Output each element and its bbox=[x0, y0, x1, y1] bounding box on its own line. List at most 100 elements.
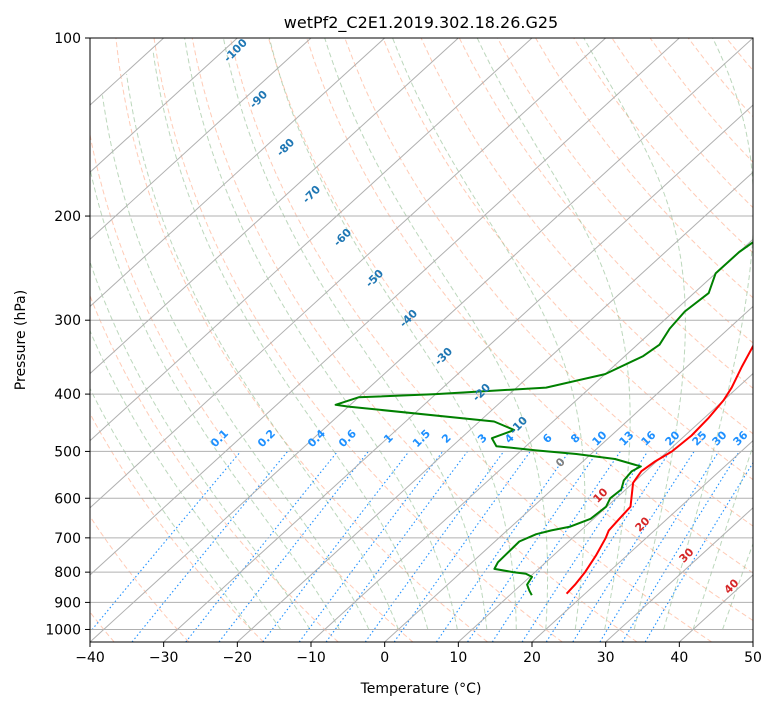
isotherm-line bbox=[163, 104, 753, 642]
plot-frame bbox=[89, 37, 754, 643]
isotherm-line bbox=[384, 305, 753, 642]
moist-adiabat-line bbox=[152, 50, 429, 630]
mixing-ratio-line bbox=[491, 451, 621, 642]
moist-adiabat-line bbox=[663, 38, 753, 630]
moist-adiabat-line bbox=[722, 542, 753, 630]
x-tick-label: 40 bbox=[670, 650, 688, 666]
dry-adiabat-line bbox=[115, 38, 488, 642]
mixing-ratio-label: 13 bbox=[617, 429, 637, 449]
mixing-ratio-line bbox=[90, 451, 242, 633]
mixing-ratio-label: 3 bbox=[475, 431, 490, 446]
y-axis-label: Pressure (hPa) bbox=[13, 290, 29, 390]
moist-adiabat-line bbox=[90, 260, 311, 630]
y-tick-label: 300 bbox=[54, 313, 81, 329]
moist-adiabat-label: 20 bbox=[633, 514, 653, 534]
isotherm-line bbox=[90, 38, 753, 642]
moist-adiabat-line bbox=[184, 38, 458, 630]
isotherm-line bbox=[310, 238, 753, 642]
dry-adiabat-line bbox=[496, 38, 753, 344]
mixing-ratio-line bbox=[621, 451, 740, 642]
dry-adiabat-line bbox=[573, 38, 753, 254]
dry-adiabat-line bbox=[420, 38, 753, 435]
y-tick-label: 200 bbox=[54, 209, 81, 225]
grid-lines bbox=[90, 38, 753, 642]
isotherm-line bbox=[90, 38, 312, 241]
isopleth-labels: -100-90-80-70-60-50-40-30-20-100.1 0.2 0.4… bbox=[208, 38, 751, 597]
mixing-ratio-label: 1.5 bbox=[410, 427, 433, 450]
mixing-ratio-line bbox=[599, 451, 720, 642]
mixing-ratio-label: 6 bbox=[540, 431, 555, 446]
x-tick-label: −40 bbox=[75, 650, 105, 666]
isotherm-line bbox=[605, 507, 753, 642]
mixing-ratio-label: 2 bbox=[439, 431, 454, 446]
moist-adiabat-line bbox=[101, 95, 370, 630]
dry-adiabat-line bbox=[687, 38, 753, 118]
moist-adiabat-label: 40 bbox=[722, 576, 742, 596]
temperature-line bbox=[565, 344, 753, 595]
dry-adiabat-line bbox=[268, 38, 753, 622]
isotherm-line bbox=[531, 439, 753, 642]
dry-adiabat-line bbox=[306, 38, 753, 574]
x-tick-label: −10 bbox=[296, 650, 326, 666]
mixing-ratio-line bbox=[262, 451, 410, 642]
isotherm-line bbox=[90, 38, 386, 308]
dry-adiabat-label: -10 bbox=[507, 414, 530, 437]
moist-adiabat-line bbox=[268, 38, 517, 630]
moist-adiabat-line bbox=[476, 38, 631, 630]
x-tick-label: 0 bbox=[380, 650, 389, 666]
moist-adiabat-line bbox=[324, 38, 549, 630]
mixing-ratio-label: 0.2 bbox=[255, 427, 278, 450]
isotherm-line bbox=[236, 171, 753, 642]
x-tick-label: 50 bbox=[744, 650, 762, 666]
mixing-ratio-label: 25 bbox=[690, 429, 710, 449]
x-tick-label: −20 bbox=[223, 650, 253, 666]
isotherm-line bbox=[90, 38, 459, 375]
x-tick-label: 30 bbox=[597, 650, 615, 666]
dry-adiabat-line bbox=[229, 38, 712, 642]
dewpoint-line bbox=[334, 240, 753, 596]
y-tick-label: 100 bbox=[54, 31, 81, 47]
isotherm-line bbox=[90, 38, 238, 173]
isotherm-line bbox=[752, 641, 753, 642]
dry-adiabat-label: -70 bbox=[300, 183, 323, 206]
mixing-ratio-label: 10 bbox=[590, 428, 610, 448]
y-tick-label: 900 bbox=[54, 595, 81, 611]
moist-adiabat-line bbox=[222, 38, 488, 630]
mixing-ratio-line bbox=[131, 451, 289, 642]
chart-title: wetPf2_C2E1.2019.302.18.26.G25 bbox=[284, 13, 558, 33]
dry-adiabat-line bbox=[765, 38, 775, 642]
x-tick-label: 10 bbox=[449, 650, 467, 666]
x-tick-label: 20 bbox=[523, 650, 541, 666]
dry-adiabat-label: -40 bbox=[397, 307, 420, 330]
mixing-ratio-line bbox=[467, 451, 599, 642]
mixing-ratio-line bbox=[325, 451, 468, 642]
x-axis-ticks: −40 −30 −20 −10 0 10 20 30 40 50 bbox=[75, 642, 762, 666]
isotherm-line bbox=[90, 38, 607, 509]
moist-adiabat-line bbox=[90, 387, 252, 630]
moist-adiabat-line bbox=[583, 38, 686, 630]
mixing-ratio-line bbox=[185, 451, 339, 642]
moist-adiabat-label: 0 bbox=[553, 455, 568, 470]
moist-adiabat-line bbox=[126, 73, 399, 630]
dry-adiabat-line bbox=[535, 38, 753, 299]
dry-adiabat-line bbox=[90, 132, 414, 642]
y-tick-label: 500 bbox=[54, 444, 81, 460]
dry-adiabat-line bbox=[344, 38, 753, 527]
isotherm-line bbox=[90, 38, 680, 576]
mixing-ratio-line bbox=[298, 451, 444, 642]
x-tick-label: −30 bbox=[149, 650, 179, 666]
mixing-ratio-line bbox=[435, 451, 570, 642]
dry-adiabat-label: -80 bbox=[274, 136, 297, 159]
dry-adiabat-line bbox=[153, 38, 563, 642]
mixing-ratio-label: 0.1 bbox=[208, 427, 231, 450]
isotherm-line bbox=[457, 372, 753, 642]
dry-adiabat-label: -90 bbox=[247, 88, 270, 111]
background-lines bbox=[90, 38, 775, 642]
moist-adiabat-label: 30 bbox=[677, 545, 697, 565]
mixing-ratio-line bbox=[218, 451, 369, 642]
moist-adiabat-line bbox=[90, 166, 340, 630]
mixing-ratio-line bbox=[545, 451, 671, 642]
plot-area: -100-90-80-70-60-50-40-30-20-100.1 0.2 0.4… bbox=[90, 38, 775, 642]
dry-adiabat-line bbox=[649, 38, 753, 163]
